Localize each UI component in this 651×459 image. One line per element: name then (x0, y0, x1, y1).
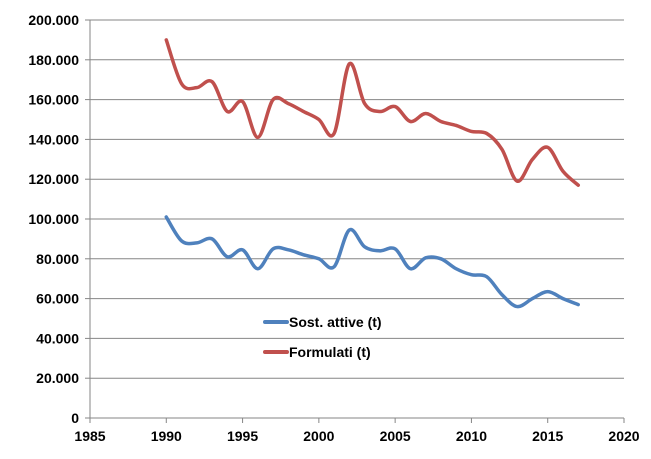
legend-label: Sost. attive (t) (289, 314, 382, 330)
x-tick-label: 2010 (456, 428, 487, 444)
y-tick-label: 0 (71, 410, 79, 426)
x-tick-label: 1985 (74, 428, 105, 444)
y-tick-label: 140.000 (28, 131, 79, 147)
grid-lines (90, 19, 624, 379)
x-tick-label: 1990 (151, 428, 182, 444)
x-tick-label: 2015 (532, 428, 563, 444)
x-tick-label: 2005 (380, 428, 411, 444)
y-tick-label: 100.000 (28, 211, 79, 227)
y-tick-label: 160.000 (28, 92, 79, 108)
y-tick-label: 120.000 (28, 171, 79, 187)
y-tick-label: 20.000 (36, 370, 79, 386)
x-tick-label: 2000 (303, 428, 334, 444)
x-axis-ticks: 1985 1990 1995 2000 2005 2010 2015 2020 (74, 418, 640, 444)
legend-label: Formulati (t) (289, 344, 371, 360)
series-line-0 (164, 215, 580, 309)
y-tick-label: 80.000 (36, 251, 79, 267)
x-tick-label: 1995 (227, 428, 258, 444)
y-tick-label: 200.000 (28, 12, 79, 28)
y-tick-label: 60.000 (36, 291, 79, 307)
y-axis-ticks: 0 20.000 40.000 60.000 80.000 100.000 120.000 1… (28, 12, 90, 426)
x-tick-label: 2020 (608, 428, 639, 444)
y-tick-label: 40.000 (36, 330, 79, 346)
y-tick-label: 180.000 (28, 52, 79, 68)
series-line-1 (164, 38, 580, 187)
data-series (164, 38, 580, 309)
legend: Sost. attive (t) Formulati (t) (263, 314, 382, 360)
